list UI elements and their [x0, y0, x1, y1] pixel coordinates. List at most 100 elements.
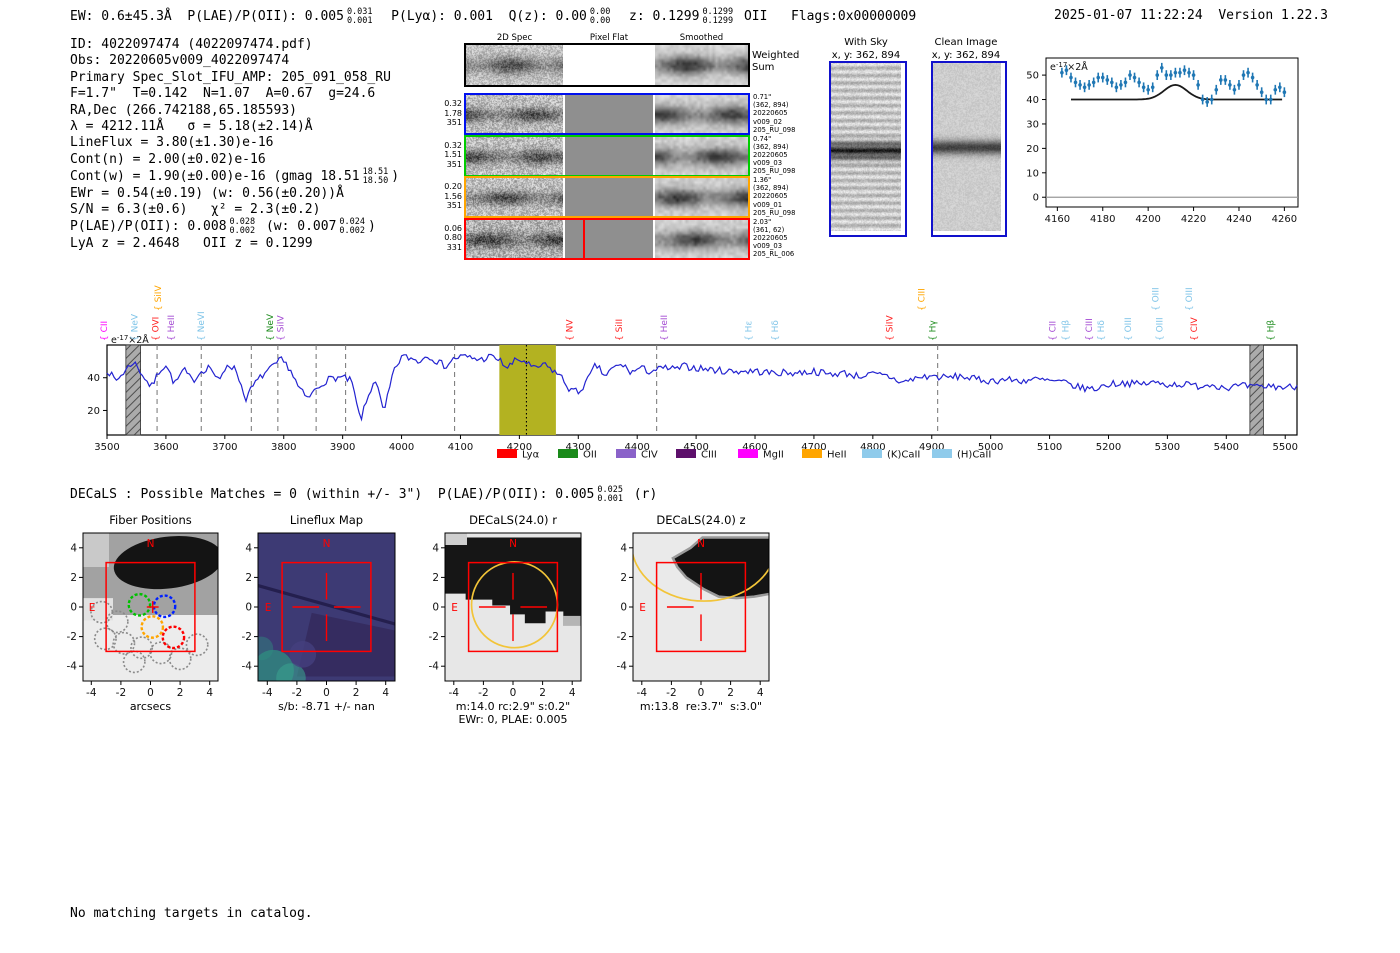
detection-info-block: ID: 4022097474 (4022097474.pdf) Obs: 202… [70, 37, 399, 252]
svg-text:(K)CaII: (K)CaII [887, 450, 920, 461]
svg-text:-2: -2 [478, 687, 488, 699]
svg-text:e-17×2Å: e-17×2Å [1050, 61, 1088, 73]
svg-text:5100: 5100 [1037, 442, 1062, 453]
svg-text:4: 4 [569, 687, 576, 699]
svg-text:-2: -2 [116, 687, 126, 699]
info-sn-line: S/N = 6.3(±0.6) χ² = 2.3(±0.2) [70, 202, 321, 218]
svg-text:4800: 4800 [860, 442, 885, 453]
svg-text:20: 20 [87, 406, 100, 417]
svg-text:4: 4 [382, 687, 389, 699]
compass-north-label: N [147, 538, 155, 550]
cutout-title-fiber: Fiber Positions [109, 513, 192, 527]
svg-text:0: 0 [510, 687, 517, 699]
decals-z-panel: N E -4 -4 -2 -2 0 0 2 2 4 4 [617, 532, 770, 699]
with-sky-coords: x, y: 362, 894 [831, 50, 901, 61]
svg-text:4200: 4200 [1135, 214, 1160, 225]
svg-text:4200: 4200 [507, 442, 532, 453]
svg-text:4600: 4600 [742, 442, 767, 453]
svg-text:5500: 5500 [1272, 442, 1297, 453]
spec2d-header-pixelflat: Pixel Flat [589, 33, 629, 43]
svg-text:0: 0 [147, 687, 154, 699]
compass-east-label: E [265, 602, 272, 614]
compass-east-label: E [639, 602, 646, 614]
line-label-hδ: { Hδ [1097, 320, 1107, 341]
svg-text:40: 40 [1026, 95, 1039, 106]
line-fit-zoom-plot: 4160 4180 4200 4220 4240 4260 0 10 20 30 40 50 e-17×… [1026, 57, 1299, 225]
svg-text:5400: 5400 [1214, 442, 1239, 453]
svg-text:3900: 3900 [330, 442, 355, 453]
svg-text:4240: 4240 [1226, 214, 1251, 225]
fiber-2dspec-image [466, 95, 563, 133]
svg-text:0: 0 [245, 602, 252, 614]
fiber-row-left-labels: 0.32 1.78 351 [444, 99, 462, 127]
with-sky-image [831, 63, 901, 231]
info-ifu-line: Primary Spec_Slot_IFU_AMP: 205_091_058_R… [70, 69, 391, 85]
info-id-line: ID: 4022097474 (4022097474.pdf) [70, 37, 313, 52]
svg-text:4160: 4160 [1045, 214, 1070, 225]
spec2d-fiber-row [464, 134, 750, 177]
header-timestamp-version: 2025-01-07 11:22:24 Version 1.22.3 [1054, 8, 1328, 23]
svg-text:CIII: CIII [701, 450, 717, 461]
line-label-cii: { CII [100, 321, 110, 341]
svg-text:30: 30 [1026, 119, 1039, 130]
svg-text:e-17×2Å: e-17×2Å [111, 334, 149, 346]
line-label-nev: { NeV [266, 313, 276, 341]
svg-text:2: 2 [353, 687, 360, 699]
weighted-smoothed-image [655, 45, 748, 85]
svg-text:5300: 5300 [1155, 442, 1180, 453]
fiber-pixelflat-image [565, 136, 653, 175]
line-label-heii: { HeII [167, 315, 177, 341]
svg-text:4300: 4300 [566, 442, 591, 453]
line-label-ciii: { CIII [1085, 318, 1095, 341]
svg-text:-4: -4 [429, 661, 440, 673]
fiber-positions-panel: N E -4 -4 -2 -2 0 0 2 2 4 4 [67, 532, 219, 699]
svg-text:-2: -2 [292, 687, 302, 699]
svg-text:4100: 4100 [448, 442, 473, 453]
clean-image-coords: x, y: 362, 894 [931, 50, 1001, 61]
info-lineflux-line: LineFlux = 3.80(±1.30)e-16 [70, 135, 274, 151]
svg-text:3800: 3800 [271, 442, 296, 453]
svg-text:3500: 3500 [94, 442, 119, 453]
line-label-civ: { CIV [1190, 316, 1200, 341]
spec2d-fiber-row [464, 217, 750, 260]
svg-text:-2: -2 [242, 631, 252, 643]
line-label-ovi: { OVI [151, 317, 161, 341]
svg-text:0: 0 [1033, 193, 1039, 204]
with-sky-frame [829, 61, 907, 237]
spec2d-fiber-row [464, 176, 750, 218]
svg-text:-2: -2 [429, 631, 439, 643]
svg-text:2: 2 [727, 687, 734, 699]
cutout-xlabel-decals-z: m:13.8 re:3.7" s:3.0" [639, 700, 763, 713]
svg-text:4: 4 [206, 687, 213, 699]
fiber-smoothed-image [655, 136, 748, 175]
svg-text:2: 2 [177, 687, 184, 699]
svg-text:4500: 4500 [683, 442, 708, 453]
fiber-row-left-labels: 0.20 1.56 351 [444, 182, 462, 210]
line-label-nv: { NV [565, 319, 575, 341]
fiber-row-right-labels: 2.03" (361, 62) 20220605 v009_03 205_RL_006 [753, 217, 795, 259]
clean-image-title: Clean Image [934, 37, 998, 48]
line-label-cii: { CII [1049, 321, 1059, 341]
svg-text:4000: 4000 [389, 442, 414, 453]
info-seeing-line: F=1.7" T=0.142 N=1.07 A=0.67 g=24.6 [70, 86, 376, 102]
fiber-2dspec-image [466, 136, 563, 175]
fiber-row-left-labels: 0.32 1.51 351 [444, 140, 462, 169]
info-lambda-line: λ = 4212.11Å σ = 5.18(±2.14)Å [70, 119, 313, 135]
svg-text:-4: -4 [262, 687, 273, 699]
full-spectrum-plot: 3500 3600 3700 3800 3900 4000 4100 4200 4300 4400… [87, 334, 1298, 453]
info-ewr-line: EWr = 0.54(±0.19) (w: 0.56(±0.20))Å [70, 185, 344, 201]
svg-text:0: 0 [698, 687, 705, 699]
svg-text:Lyα: Lyα [522, 450, 540, 461]
lineflux-map-panel: N E -4 -4 -2 -2 0 0 2 2 4 4 [242, 532, 396, 699]
line-label-ciii: { CIII [918, 288, 928, 311]
svg-text:5000: 5000 [978, 442, 1003, 453]
svg-text:CIV: CIV [641, 450, 658, 461]
info-cont-w-line: Cont(w) = 1.90(±0.00)e-16 (gmag 18.51 18.… [70, 167, 400, 186]
svg-text:-2: -2 [617, 631, 627, 643]
footer-line-1: No matching targets in catalog. [70, 906, 313, 921]
fiber-smoothed-image [655, 178, 748, 216]
spec2d-header-smoothed: Smoothed [679, 33, 724, 43]
svg-text:50: 50 [1026, 71, 1039, 82]
cutout-xlabel-lineflux: s/b: -8.71 +/- nan [278, 700, 375, 713]
